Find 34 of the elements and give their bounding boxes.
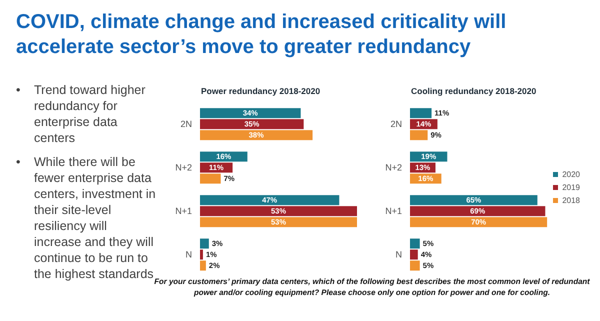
bar <box>410 206 546 216</box>
chart-title: Cooling redundancy 2018-2020 <box>411 86 538 98</box>
legend-label: 2020 <box>562 170 580 178</box>
y-tick-label: N+1 <box>175 206 192 216</box>
chart-title: Power redundancy 2018-2020 <box>201 86 322 98</box>
text: • Trend toward higher redundancy for enterprise data centers <box>16 82 146 146</box>
bar <box>410 238 420 249</box>
bar <box>200 108 301 118</box>
bar <box>410 130 428 140</box>
bar <box>410 108 432 118</box>
y-tick-label: N <box>186 249 192 260</box>
bar <box>410 250 418 260</box>
y-tick-label: 2N <box>180 118 192 129</box>
bar <box>200 206 357 216</box>
legend-label: 2018 <box>562 196 580 204</box>
y-tick-label: N <box>396 249 402 260</box>
bar <box>200 238 209 249</box>
bar <box>200 260 206 271</box>
bar <box>200 174 221 184</box>
bar <box>200 195 340 206</box>
legend-label: 2019 <box>562 182 580 192</box>
y-tick-label: N+1 <box>385 206 402 216</box>
bar <box>200 250 203 260</box>
y-tick-label: 2N <box>390 118 402 129</box>
text: • While there will be fewer enterprise data centers, investment in their site-level resiliency will increase and they will continue to be run to the highest standards <box>16 155 156 281</box>
bar <box>410 195 538 206</box>
text: COVID, climate change and increased criticality will accelerate sector’s move to greater redundancy <box>16 10 508 60</box>
y-tick-label: N+2 <box>175 162 192 172</box>
bar <box>200 130 313 140</box>
bar <box>200 217 357 228</box>
y-tick-label: N+2 <box>385 162 402 172</box>
bar <box>410 260 420 271</box>
bar <box>410 217 548 228</box>
bar <box>200 119 304 130</box>
